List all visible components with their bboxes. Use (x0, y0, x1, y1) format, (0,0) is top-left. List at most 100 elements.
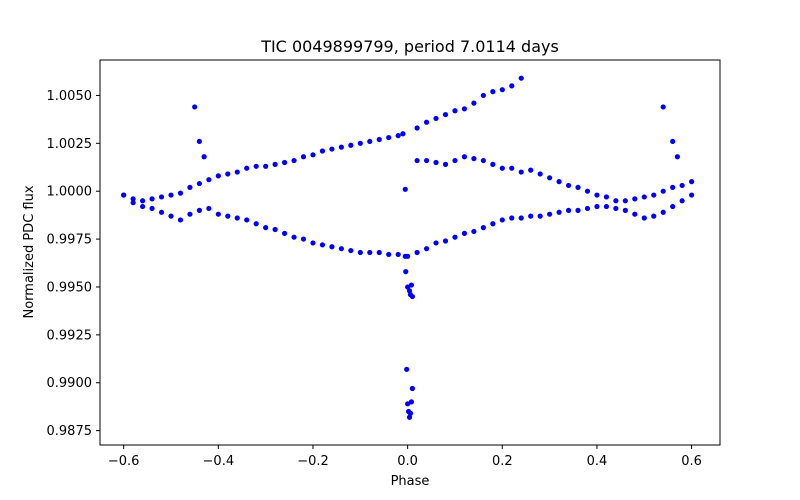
data-point-s1-36 (461, 230, 468, 236)
data-point-s0-8 (196, 180, 202, 187)
y-tick-label-1: 0.9900 (47, 376, 93, 391)
data-point-s1-42 (518, 215, 524, 221)
data-point-s3-13 (404, 366, 410, 372)
data-point-s1-21 (319, 242, 326, 248)
data-point-s1-9 (206, 205, 212, 212)
y-tick-label-5: 1.0000 (47, 185, 93, 200)
data-point-s0-23 (338, 144, 344, 150)
data-point-s1-33 (433, 240, 439, 246)
data-point-s0-12 (234, 169, 240, 175)
data-point-s2-23 (632, 196, 638, 202)
y-tick-label-7: 1.0050 (47, 89, 93, 104)
data-point-s1-54 (632, 211, 638, 217)
data-point-s0-42 (518, 75, 524, 81)
x-tick-label-2: −0.2 (297, 454, 329, 469)
data-point-s1-34 (442, 238, 449, 244)
data-point-s0-14 (253, 163, 259, 169)
data-point-s0-21 (319, 148, 326, 154)
data-point-s1-59 (679, 198, 685, 204)
data-point-s3-17 (407, 410, 414, 416)
data-point-s0-18 (291, 157, 297, 164)
data-point-s1-27 (376, 249, 382, 256)
data-point-s1-5 (168, 213, 174, 219)
data-point-s2-7 (480, 157, 486, 164)
data-point-s0-3 (149, 196, 155, 202)
data-point-s1-0 (121, 192, 127, 198)
data-point-s0-7 (187, 184, 193, 190)
data-point-s1-20 (310, 240, 316, 246)
data-point-s1-18 (291, 234, 297, 240)
data-point-s1-43 (528, 213, 534, 219)
data-point-s0-5 (168, 192, 174, 198)
data-point-s0-27 (376, 136, 382, 143)
data-point-s1-14 (253, 221, 259, 227)
y-tick-label-0: 0.9875 (47, 424, 93, 439)
data-point-s2-13 (537, 171, 543, 177)
data-point-s2-15 (556, 179, 562, 185)
data-point-s1-16 (272, 226, 278, 233)
data-point-s2-18 (584, 188, 591, 194)
data-point-s0-13 (244, 165, 250, 171)
data-point-s0-29 (395, 133, 401, 139)
data-point-s1-26 (367, 249, 373, 256)
data-point-s1-13 (244, 217, 250, 223)
y-tick-label-3: 0.9950 (47, 280, 93, 295)
data-point-s1-29 (395, 251, 401, 258)
data-point-s2-21 (613, 198, 619, 204)
data-point-s0-17 (281, 159, 288, 166)
data-point-s3-19 (409, 385, 415, 392)
data-point-s1-17 (281, 230, 288, 236)
data-point-s1-56 (651, 213, 657, 219)
data-point-s1-2 (140, 203, 146, 210)
data-point-s2-10 (509, 165, 515, 171)
data-point-s1-19 (300, 236, 307, 242)
data-point-s1-3 (149, 205, 155, 212)
data-point-s0-33 (433, 115, 439, 122)
data-point-s2-19 (594, 192, 600, 198)
data-point-s2-17 (575, 184, 581, 190)
data-point-s1-58 (670, 203, 676, 210)
y-tick-label-2: 0.9925 (47, 328, 93, 343)
data-point-s1-28 (386, 251, 392, 258)
data-point-s2-27 (670, 184, 676, 190)
data-point-s0-31 (414, 125, 420, 131)
chart-title: TIC 0049899799, period 7.0114 days (260, 37, 559, 56)
data-point-s1-52 (613, 205, 619, 212)
x-tick-label-1: −0.4 (203, 454, 235, 469)
data-point-s0-19 (300, 154, 307, 160)
y-axis-label: Normalized PDC flux (22, 185, 37, 318)
data-point-s0-38 (480, 92, 486, 99)
data-point-s1-8 (196, 207, 202, 213)
data-point-s2-4 (452, 157, 458, 164)
data-point-s2-9 (499, 165, 505, 171)
data-points (121, 75, 695, 420)
data-point-s1-38 (480, 225, 486, 231)
data-point-s3-20 (402, 186, 408, 192)
x-tick-label-4: 0.2 (492, 454, 513, 469)
data-point-s0-9 (206, 177, 212, 183)
data-point-s3-1 (196, 138, 202, 145)
data-point-s0-2 (140, 198, 146, 204)
data-point-s2-26 (660, 188, 666, 194)
x-axis-label: Phase (391, 474, 430, 489)
data-point-s2-25 (651, 192, 657, 198)
data-point-s2-24 (641, 194, 647, 200)
data-point-s1-39 (490, 221, 496, 227)
data-point-s0-40 (499, 87, 505, 93)
data-point-s0-35 (452, 108, 458, 114)
data-point-s2-6 (471, 156, 477, 162)
data-point-s2-11 (518, 169, 524, 175)
data-point-s2-5 (461, 154, 468, 160)
data-point-s1-32 (423, 246, 430, 252)
data-point-s0-22 (329, 146, 335, 152)
data-point-s3-6 (402, 253, 408, 259)
data-point-s2-20 (603, 194, 610, 200)
data-point-s2-8 (490, 161, 496, 167)
data-point-s1-4 (158, 209, 165, 215)
x-axis-ticks: −0.6 −0.4 −0.2 0.0 0.2 0.4 0.6 (108, 445, 702, 469)
data-point-s3-3 (660, 104, 666, 110)
data-point-s1-41 (509, 215, 515, 221)
data-point-s2-3 (442, 161, 449, 167)
data-point-s1-48 (575, 207, 581, 213)
